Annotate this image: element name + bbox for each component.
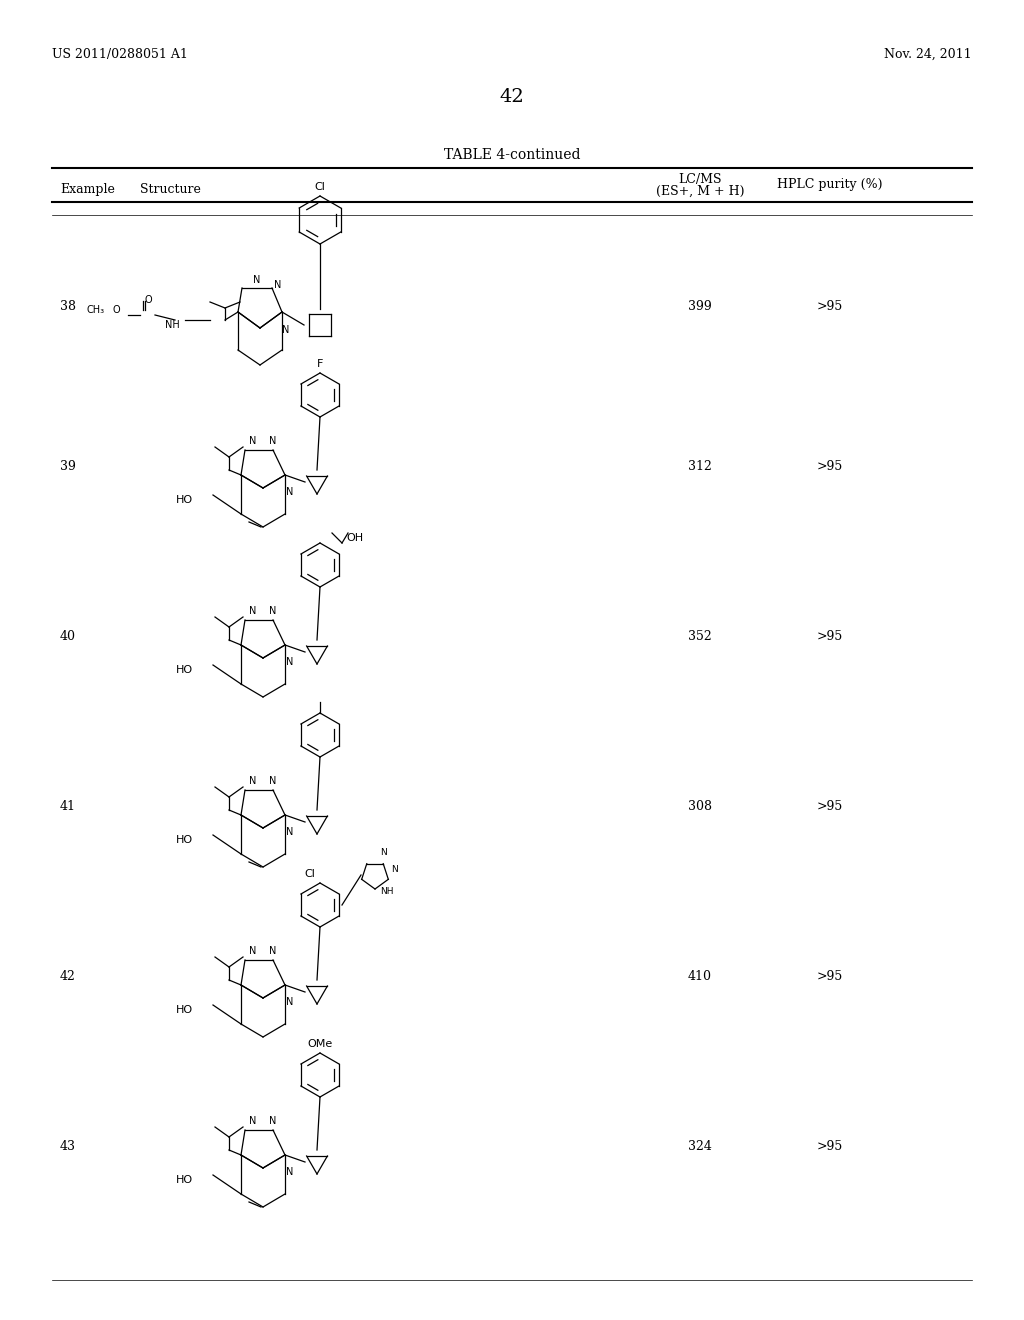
Text: 40: 40	[60, 630, 76, 643]
Text: >95: >95	[817, 970, 843, 983]
Text: CH₃: CH₃	[87, 305, 105, 315]
Text: Example: Example	[60, 183, 115, 195]
Text: O: O	[113, 305, 120, 315]
Text: >95: >95	[817, 1140, 843, 1152]
Text: >95: >95	[817, 630, 843, 643]
Text: N: N	[269, 946, 276, 956]
Text: N: N	[282, 325, 290, 335]
Text: 38: 38	[60, 300, 76, 313]
Text: N: N	[286, 828, 293, 837]
Text: N: N	[286, 657, 293, 667]
Text: >95: >95	[817, 800, 843, 813]
Text: Cl: Cl	[304, 869, 315, 879]
Text: N: N	[269, 1115, 276, 1126]
Text: >95: >95	[817, 300, 843, 313]
Text: N: N	[286, 487, 293, 498]
Text: OH: OH	[346, 533, 364, 543]
Text: 308: 308	[688, 800, 712, 813]
Text: N: N	[286, 997, 293, 1007]
Text: N: N	[269, 776, 276, 785]
Text: 352: 352	[688, 630, 712, 643]
Text: N: N	[286, 1167, 293, 1177]
Text: OMe: OMe	[307, 1039, 333, 1049]
Text: 312: 312	[688, 459, 712, 473]
Text: HPLC purity (%): HPLC purity (%)	[777, 178, 883, 191]
Text: HO: HO	[176, 1175, 193, 1185]
Text: N: N	[249, 436, 257, 446]
Text: Nov. 24, 2011: Nov. 24, 2011	[885, 48, 972, 61]
Text: N: N	[249, 776, 257, 785]
Text: N: N	[253, 275, 261, 285]
Text: 39: 39	[60, 459, 76, 473]
Text: TABLE 4-continued: TABLE 4-continued	[443, 148, 581, 162]
Text: (ES+, M + H): (ES+, M + H)	[655, 185, 744, 198]
Text: F: F	[316, 359, 324, 370]
Text: 410: 410	[688, 970, 712, 983]
Text: 41: 41	[60, 800, 76, 813]
Text: N: N	[274, 280, 282, 290]
Text: N: N	[380, 847, 387, 857]
Text: NH: NH	[380, 887, 393, 896]
Text: US 2011/0288051 A1: US 2011/0288051 A1	[52, 48, 187, 61]
Text: NH: NH	[165, 319, 180, 330]
Text: O: O	[144, 294, 152, 305]
Text: HO: HO	[176, 495, 193, 506]
Text: 324: 324	[688, 1140, 712, 1152]
Text: Cl: Cl	[314, 182, 326, 191]
Text: Structure: Structure	[140, 183, 201, 195]
Text: >95: >95	[817, 459, 843, 473]
Text: HO: HO	[176, 836, 193, 845]
Text: N: N	[269, 436, 276, 446]
Text: 42: 42	[500, 88, 524, 106]
Text: 43: 43	[60, 1140, 76, 1152]
Text: N: N	[269, 606, 276, 616]
Text: HO: HO	[176, 1005, 193, 1015]
Text: N: N	[249, 606, 257, 616]
Text: 399: 399	[688, 300, 712, 313]
Text: N: N	[249, 946, 257, 956]
Text: LC/MS: LC/MS	[678, 173, 722, 186]
Text: N: N	[391, 866, 397, 874]
Text: 42: 42	[60, 970, 76, 983]
Text: HO: HO	[176, 665, 193, 675]
Text: N: N	[249, 1115, 257, 1126]
